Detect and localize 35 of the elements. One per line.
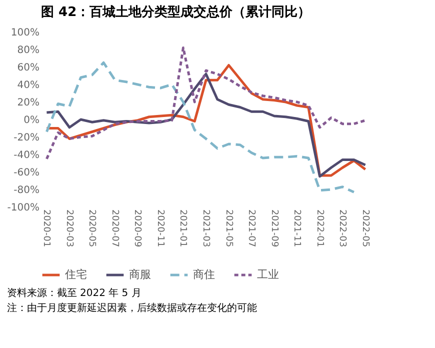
x-tick-label: 2021-03 <box>200 210 210 248</box>
x-tick-label: 2021-05 <box>223 210 234 248</box>
x-tick-label: 2022-01 <box>314 210 324 248</box>
x-tick-label: 2020-09 <box>132 210 142 248</box>
x-tick-label: 2020-07 <box>109 210 120 248</box>
legend-label: 住宅 <box>65 268 87 281</box>
y-tick-label: -80% <box>14 185 40 196</box>
text: 注：由于月度更新延迟因素，后续数据或存在变化的可能 <box>6 302 257 314</box>
x-tick-label: 2020-01 <box>41 210 52 248</box>
legend-label: 工业 <box>257 268 279 281</box>
y-tick-label: 40% <box>17 80 40 91</box>
y-tick-label: 100% <box>10 28 40 38</box>
y-tick-label: 60% <box>17 62 40 74</box>
x-tick-label: 2020-11 <box>154 210 165 248</box>
line-series <box>45 61 356 194</box>
chart-title: 图 42：百城土地分类型成交总价（累计同比） <box>41 4 311 20</box>
legend-label: 商住 <box>193 268 215 281</box>
x-tick-label: 2021-07 <box>246 210 256 248</box>
y-tick-label: 20% <box>17 98 40 108</box>
x-tick-label: 2020-05 <box>86 210 97 248</box>
text: 资料来源：截至 2022 年 5 月 <box>6 287 142 299</box>
x-tick-label: 2021-09 <box>268 210 279 248</box>
legend-label: 商服 <box>129 268 151 281</box>
y-tick-label: -40% <box>14 150 40 161</box>
x-tick-label: 2022-05 <box>360 210 370 248</box>
y-tick-label: -20% <box>14 132 40 144</box>
x-tick-label: 2020-03 <box>64 210 74 248</box>
x-tick-label: 2021-01 <box>178 210 188 248</box>
y-tick-label: -60% <box>14 168 40 178</box>
x-tick-label: 2021-11 <box>292 210 302 248</box>
y-tick-label: 0% <box>24 115 40 126</box>
y-tick-label: 80% <box>17 45 40 56</box>
y-tick-label: -100% <box>7 202 40 214</box>
line-series <box>45 46 367 160</box>
x-tick-label: 2022-03 <box>337 210 348 248</box>
